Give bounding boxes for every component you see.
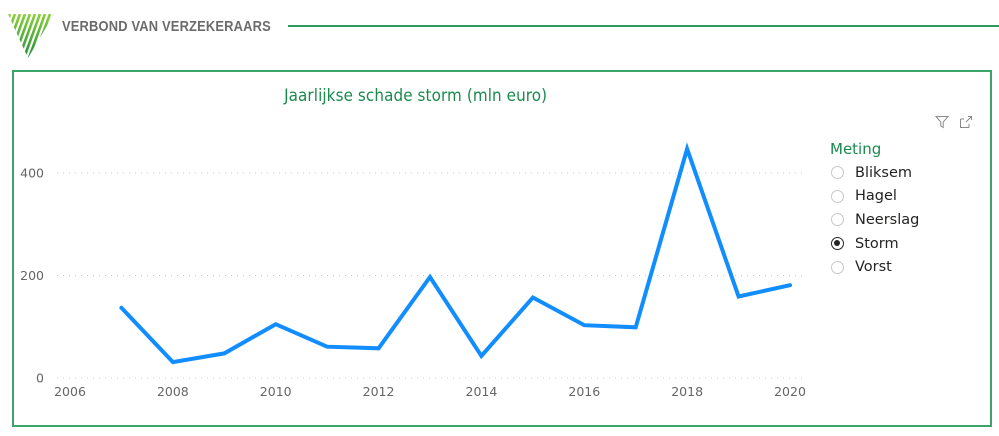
- slicer-option-label: Vorst: [855, 259, 892, 276]
- brand-name: VERBOND VAN VERZEKERAARS: [62, 18, 271, 35]
- slicer-option-label: Neerslag: [855, 211, 920, 228]
- x-tick-label: 2008: [157, 384, 189, 399]
- x-axis: 2006 2008 2010 2012 2014 2016 2018 2020: [54, 384, 806, 399]
- chart-title-text: Jaarlijkse schade storm (mln euro): [284, 86, 548, 105]
- slicer-option-storm[interactable]: Storm: [830, 232, 919, 256]
- x-tick-label: 2006: [54, 384, 86, 399]
- radio-bliksem[interactable]: [831, 166, 844, 180]
- radio-neerslag[interactable]: [831, 213, 844, 227]
- chart-card[interactable]: [12, 70, 992, 427]
- meting-slicer: Meting Bliksem Hagel Neerslag Storm Vors…: [830, 140, 919, 279]
- x-tick-label: 2018: [671, 384, 703, 399]
- slicer-option-bliksem[interactable]: Bliksem: [830, 161, 919, 185]
- y-tick-label: 400: [20, 166, 44, 181]
- slicer-option-vorst[interactable]: Vorst: [830, 255, 919, 279]
- x-tick-label: 2010: [260, 384, 292, 399]
- slicer-option-hagel[interactable]: Hagel: [830, 185, 919, 209]
- visual-header-icons: [935, 115, 973, 129]
- slicer-title: Meting: [830, 140, 882, 158]
- slicer-option-label: Storm: [855, 235, 899, 252]
- radio-hagel[interactable]: [831, 189, 844, 203]
- y-tick-label: 0: [36, 371, 44, 386]
- radio-storm[interactable]: [831, 237, 844, 251]
- filter-icon[interactable]: [935, 115, 949, 129]
- slicer-option-neerslag[interactable]: Neerslag: [830, 208, 919, 232]
- x-tick-label: 2012: [363, 384, 395, 399]
- x-tick-label: 2014: [466, 384, 498, 399]
- x-tick-label: 2020: [774, 384, 806, 399]
- header-divider: [288, 25, 999, 27]
- radio-vorst[interactable]: [831, 260, 844, 274]
- page-header: VERBOND VAN VERZEKERAARS: [0, 0, 999, 60]
- y-axis: 0 200 400: [20, 166, 44, 386]
- x-tick-label: 2016: [568, 384, 600, 399]
- chart-title: Jaarlijkse schade storm (mln euro): [32, 86, 768, 105]
- slicer-option-label: Hagel: [855, 188, 897, 205]
- slicer-option-label: Bliksem: [855, 164, 913, 181]
- y-tick-label: 200: [20, 268, 44, 283]
- focus-mode-icon[interactable]: [959, 115, 973, 129]
- series-line-storm[interactable]: [119, 142, 792, 365]
- striped-triangle-logo-icon: [8, 14, 54, 58]
